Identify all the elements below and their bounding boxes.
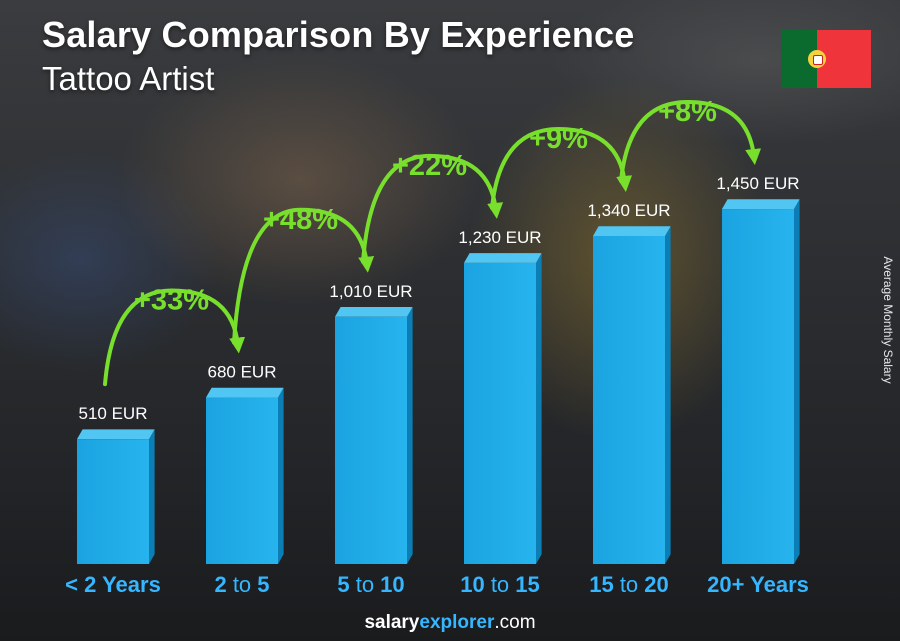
- category-label: 2 to 5: [214, 572, 269, 597]
- bar: [464, 262, 536, 564]
- category-label: 10 to 15: [460, 572, 540, 597]
- bar-side: [665, 226, 671, 564]
- bar-top: [722, 199, 800, 210]
- value-label: 680 EUR: [208, 363, 277, 382]
- site-footer[interactable]: salaryexplorer.com: [0, 612, 900, 634]
- y-axis-label: Average Monthly Salary: [881, 256, 895, 384]
- bar-top: [335, 306, 413, 317]
- bar-top: [77, 429, 155, 440]
- bar-side: [407, 306, 413, 564]
- category-label: < 2 Years: [65, 572, 161, 597]
- brand-salary: salary: [364, 612, 420, 633]
- bar-top: [464, 253, 542, 263]
- bar-top: [206, 387, 284, 398]
- category-label: 5 to 10: [337, 572, 404, 597]
- value-label: 1,010 EUR: [329, 282, 412, 301]
- bar-side: [536, 253, 542, 564]
- portugal-flag-icon: [781, 30, 871, 88]
- brand-explorer: explorer: [419, 612, 495, 633]
- growth-arrow: [361, 153, 504, 264]
- growth-label: +33%: [134, 285, 209, 317]
- bar: [593, 235, 665, 564]
- bar-side: [149, 429, 155, 564]
- category-label: 15 to 20: [589, 572, 669, 597]
- category-label: 20+ Years: [707, 572, 809, 597]
- growth-label: +48%: [263, 204, 338, 236]
- bar: [722, 209, 794, 565]
- value-label: 1,450 EUR: [716, 174, 799, 193]
- bar: [77, 439, 149, 564]
- bar-top: [593, 226, 671, 236]
- value-label: 1,230 EUR: [458, 228, 541, 247]
- bar: [335, 316, 407, 564]
- growth-arrow: [232, 207, 375, 345]
- growth-label: +8%: [658, 96, 717, 128]
- bar-side: [794, 199, 800, 564]
- bar-side: [278, 387, 284, 564]
- growth-arrow: [103, 288, 246, 387]
- chart-subtitle: Tattoo Artist: [42, 60, 215, 97]
- value-label: 510 EUR: [79, 404, 148, 423]
- growth-arrow: [619, 100, 762, 183]
- growth-label: +22%: [392, 150, 467, 182]
- value-label: 1,340 EUR: [587, 201, 670, 220]
- growth-arrow: [490, 126, 633, 210]
- bar: [206, 397, 278, 564]
- growth-label: +9%: [529, 123, 588, 155]
- brand-domain: .com: [494, 612, 536, 633]
- chart-title: Salary Comparison By Experience: [42, 14, 635, 55]
